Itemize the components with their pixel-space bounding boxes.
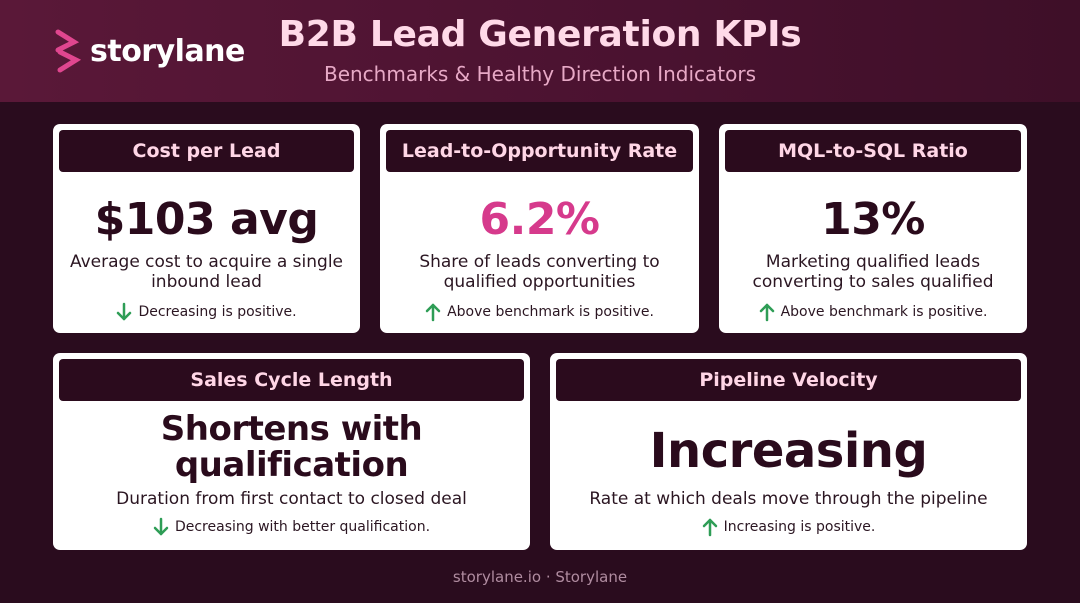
kpi-description: Share of leads converting to qualified o… xyxy=(419,252,660,292)
kpi-card-cost-per-lead: Cost per Lead $103 avg Average cost to a… xyxy=(53,124,360,333)
note-text: Increasing is positive. xyxy=(723,519,876,535)
arrow-down-icon xyxy=(153,517,169,536)
brand-name: storylane xyxy=(90,33,245,69)
kpi-direction-note: Above benchmark is positive. xyxy=(719,302,1027,322)
kpi-card-mql-to-sql: MQL-to-SQL Ratio 13% Marketing qualified… xyxy=(719,124,1027,333)
kpi-direction-note: Increasing is positive. xyxy=(550,517,1027,537)
kpi-description: Duration from first contact to closed de… xyxy=(116,489,467,509)
kpi-card-pipeline-velocity: Pipeline Velocity Increasing Rate at whi… xyxy=(550,353,1027,550)
kpi-value: Shortens with qualification xyxy=(160,409,423,485)
note-text: Decreasing is positive. xyxy=(138,304,297,320)
card-title: MQL-to-SQL Ratio xyxy=(725,130,1021,172)
arrow-up-icon xyxy=(702,518,717,537)
kpi-direction-note: Decreasing with better qualification. xyxy=(53,517,530,537)
kpi-description: Rate at which deals move through the pip… xyxy=(589,489,988,509)
kpi-description: Average cost to acquire a single inbound… xyxy=(69,252,344,292)
kpi-card-sales-cycle-length: Sales Cycle Length Shortens with qualifi… xyxy=(53,353,530,550)
kpi-value: $103 avg xyxy=(94,194,319,245)
header-banner: storylane B2B Lead Generation KPIs Bench… xyxy=(0,0,1080,102)
kpi-description: Marketing qualified leads converting to … xyxy=(752,252,994,292)
card-title: Sales Cycle Length xyxy=(59,359,524,401)
note-text: Above benchmark is positive. xyxy=(447,304,654,320)
note-text: Decreasing with better qualification. xyxy=(174,519,431,535)
page-title: B2B Lead Generation KPIs xyxy=(278,14,802,55)
kpi-value: 6.2% xyxy=(479,194,600,245)
card-title: Pipeline Velocity xyxy=(556,359,1021,401)
kpi-value: Increasing xyxy=(649,423,928,479)
kpi-direction-note: Above benchmark is positive. xyxy=(380,302,699,322)
arrow-up-icon xyxy=(425,303,441,322)
storylane-logo-icon xyxy=(55,29,82,73)
kpi-direction-note: Decreasing is positive. xyxy=(53,302,360,322)
footer-credit: storylane.io · Storylane xyxy=(452,568,628,586)
kpi-value: 13% xyxy=(821,194,925,245)
arrow-up-icon xyxy=(759,303,774,322)
storylane-logo: storylane xyxy=(52,26,245,76)
page-subtitle: Benchmarks & Healthy Direction Indicator… xyxy=(323,62,757,86)
card-title: Cost per Lead xyxy=(59,130,354,172)
card-title: Lead-to-Opportunity Rate xyxy=(386,130,693,172)
arrow-down-icon xyxy=(117,302,132,321)
note-text: Above benchmark is positive. xyxy=(780,304,988,320)
kpi-card-lead-to-opportunity: Lead-to-Opportunity Rate 6.2% Share of l… xyxy=(380,124,699,333)
